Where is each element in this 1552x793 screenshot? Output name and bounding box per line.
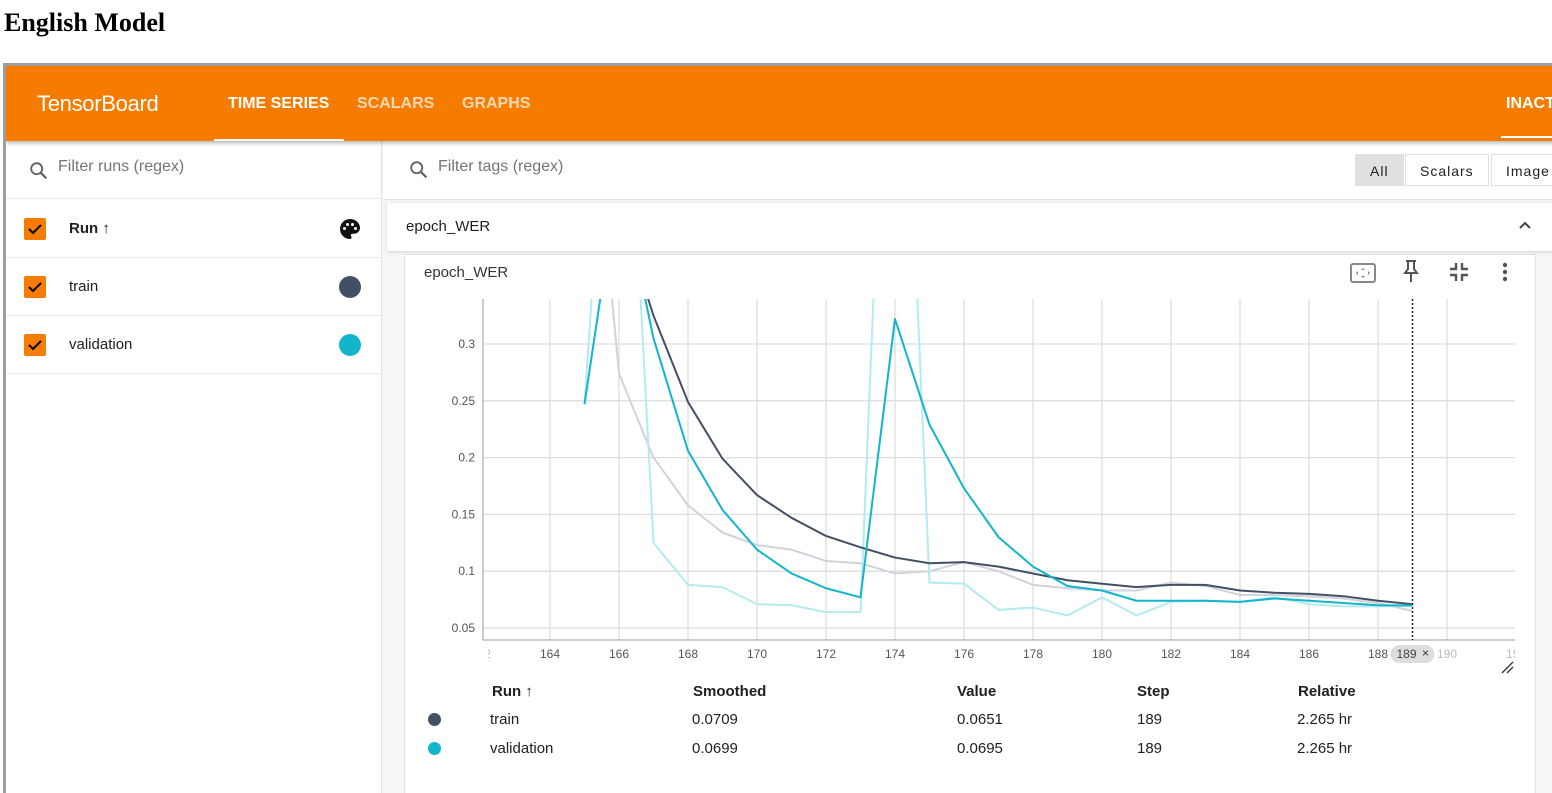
x-tick-label: 174 — [885, 647, 905, 661]
top-bar: TensorBoard TIME SERIES SCALARS GRAPHS I… — [6, 66, 1552, 141]
row-run: train — [490, 711, 520, 728]
group-title: epoch_WER — [406, 218, 491, 235]
line-chart[interactable]: 0.05 0.1 0.15 0.2 0.25 0.3 162 164 166 168 170 172 1… — [420, 290, 1530, 685]
series-line-validation-raw — [583, 299, 1413, 617]
x-tick-label: 176 — [954, 647, 974, 661]
runs-filter — [6, 141, 382, 199]
row-value: 0.0695 — [957, 740, 1003, 757]
tab-graphs[interactable]: GRAPHS — [462, 95, 531, 112]
resize-handle[interactable] — [1500, 660, 1514, 679]
page-title: English Model — [4, 8, 166, 37]
group-header[interactable]: epoch_WER — [387, 203, 1552, 251]
series-line-validation-smoothed — [583, 299, 1413, 607]
run-row-validation: validation — [6, 316, 382, 374]
filter-scalars-button[interactable]: Scalars — [1405, 154, 1489, 186]
row-relative: 2.265 hr — [1297, 711, 1353, 728]
filter-image-button[interactable]: Image — [1491, 154, 1552, 186]
run-color-dot — [428, 742, 441, 755]
col-value: Value — [957, 683, 997, 700]
y-tick-label: 0.1 — [458, 564, 475, 578]
run-checkbox-validation[interactable] — [24, 334, 46, 356]
select-all-checkbox[interactable] — [24, 218, 46, 240]
chevron-up-icon[interactable] — [1517, 217, 1533, 233]
x-tick-label: 184 — [1230, 647, 1250, 661]
brand-logo: TensorBoard — [37, 91, 159, 116]
pin-icon[interactable] — [1401, 259, 1421, 283]
search-icon — [410, 161, 428, 179]
runs-header-row: Run ↑ — [6, 200, 382, 258]
x-tick-label: 162 — [471, 647, 491, 661]
run-column-sort[interactable]: Run ↑ — [69, 220, 110, 237]
hover-step-label: 189 — [1396, 647, 1416, 661]
run-color-dot — [428, 713, 441, 726]
x-tick-label: 182 — [1161, 647, 1181, 661]
run-name: validation — [69, 336, 133, 353]
x-tick-label: 190 — [1437, 647, 1457, 661]
y-tick-label: 0.25 — [452, 394, 476, 408]
x-tick-label: 168 — [678, 647, 698, 661]
row-smoothed: 0.0699 — [692, 740, 738, 757]
row-step: 189 — [1137, 740, 1163, 757]
row-smoothed: 0.0709 — [692, 711, 738, 728]
close-icon[interactable]: × — [1422, 646, 1429, 660]
resize-icon — [1501, 661, 1514, 674]
x-tick-label: 186 — [1299, 647, 1319, 661]
x-tick-label: 192 — [1506, 647, 1526, 661]
x-tick-label: 172 — [816, 647, 836, 661]
col-step: Step — [1137, 683, 1170, 700]
run-color-swatch[interactable] — [339, 334, 361, 356]
y-tick-label: 0.2 — [458, 451, 475, 465]
col-smoothed: Smoothed — [693, 683, 767, 700]
filter-tags-input[interactable] — [438, 158, 838, 176]
runs-sidebar: Run ↑ train validation — [6, 141, 382, 793]
search-icon — [30, 162, 48, 180]
hover-step-chip — [1390, 645, 1435, 663]
active-tab-indicator — [214, 139, 344, 141]
tab-time-series[interactable]: TIME SERIES — [228, 95, 330, 112]
row-value: 0.0651 — [957, 711, 1003, 728]
fit-domain-icon[interactable] — [1350, 262, 1376, 284]
run-checkbox-train[interactable] — [24, 276, 46, 298]
filter-runs-input[interactable] — [58, 158, 358, 176]
y-tick-label: 0.05 — [452, 621, 476, 635]
y-tick-label: 0.3 — [458, 337, 475, 351]
tab-scalars[interactable]: SCALARS — [357, 95, 435, 112]
collapse-icon[interactable] — [1449, 262, 1469, 282]
row-step: 189 — [1137, 711, 1163, 728]
x-tick-label: 166 — [609, 647, 629, 661]
col-run[interactable]: Run ↑ — [492, 683, 533, 700]
tab-inactive-dropdown[interactable]: INACT — [1506, 95, 1552, 112]
card-title: epoch_WER — [424, 264, 509, 281]
row-run: validation — [490, 740, 554, 757]
series-line-train-smoothed — [647, 299, 1413, 606]
y-tick-label: 0.15 — [452, 507, 476, 521]
run-color-swatch[interactable] — [339, 276, 361, 298]
filter-all-button[interactable]: All — [1355, 154, 1404, 186]
x-tick-label: 164 — [540, 647, 560, 661]
x-tick-label: 170 — [747, 647, 767, 661]
run-name: train — [69, 278, 99, 295]
x-tick-label: 188 — [1368, 647, 1388, 661]
tags-filter-bar: All Scalars Image — [383, 141, 1552, 200]
col-relative: Relative — [1298, 683, 1356, 700]
run-row-train: train — [6, 258, 382, 316]
inactive-tab-indicator — [1501, 136, 1552, 138]
palette-icon[interactable] — [338, 217, 362, 241]
row-relative: 2.265 hr — [1297, 740, 1353, 757]
x-tick-label: 178 — [1023, 647, 1043, 661]
series-line-train-raw — [611, 299, 1413, 612]
more-vert-icon[interactable] — [1501, 261, 1509, 283]
x-tick-label: 180 — [1092, 647, 1112, 661]
